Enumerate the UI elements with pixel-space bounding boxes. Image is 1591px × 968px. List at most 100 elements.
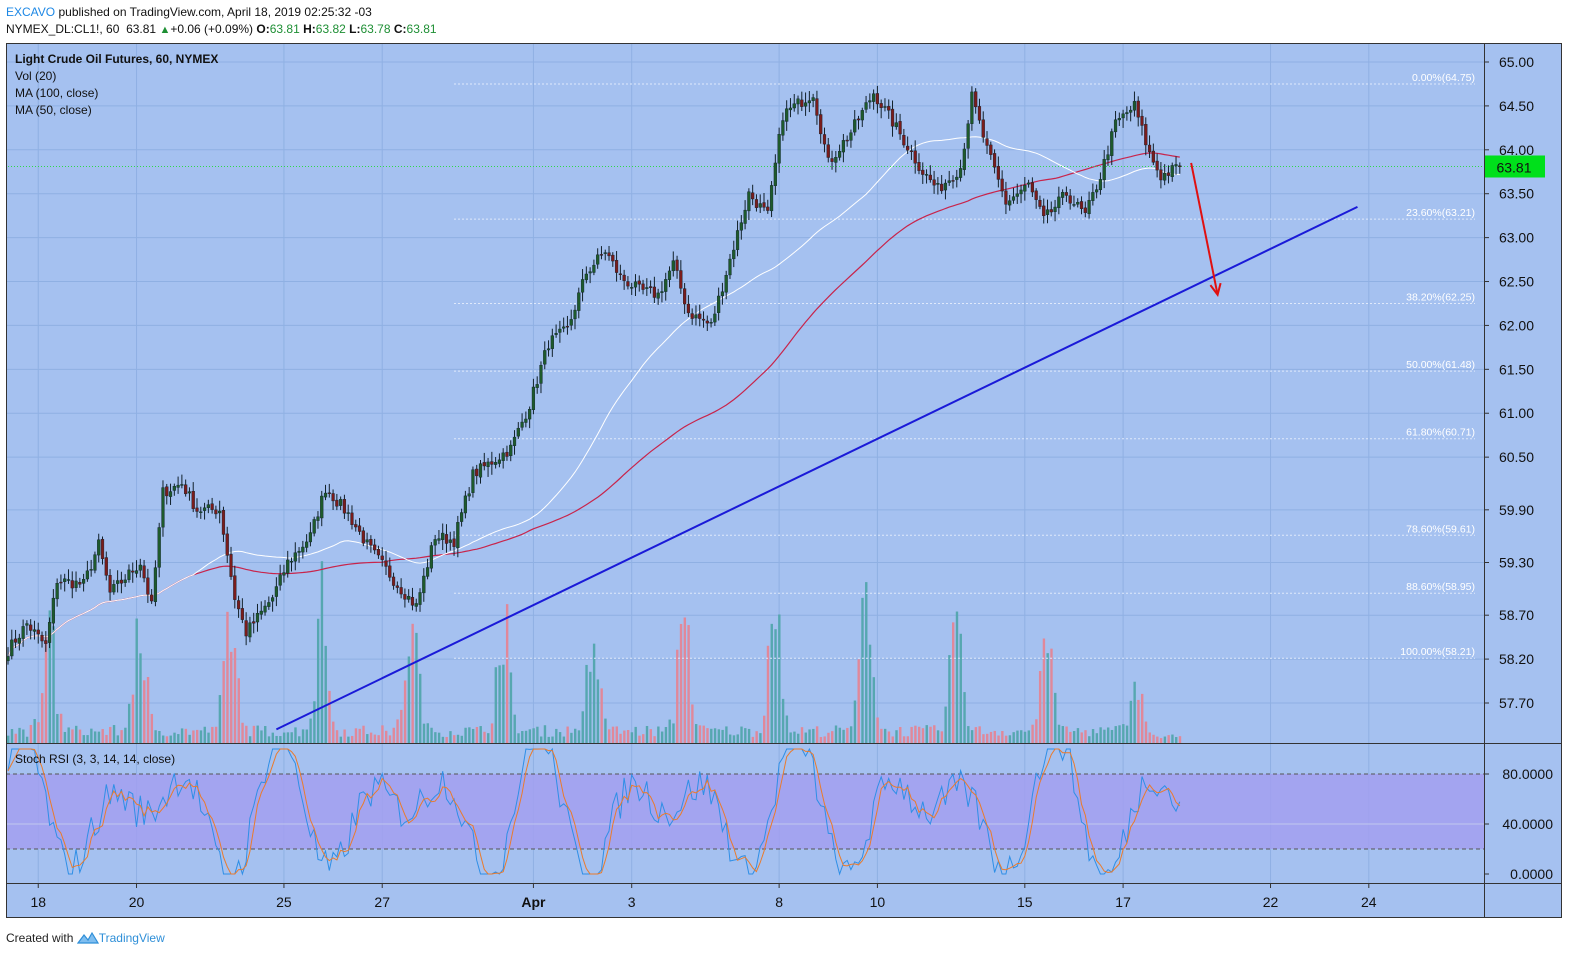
candle-body [660,291,664,293]
volume-bar [1144,721,1148,743]
candle-body [720,291,725,297]
volume-bar [1175,737,1178,743]
candle-body [1159,169,1163,181]
volume-bar [566,726,569,743]
symbol-info: NYMEX_DL:CL1!, 60 63.81 ▲+0.06 (+0.09%) … [6,22,437,36]
volume-bar [1054,692,1057,743]
candle-body [656,292,660,299]
volume-bar [562,736,566,743]
volume-bar [732,735,736,743]
volume-bar [649,729,652,743]
candle-body [1019,189,1023,195]
volume-bar [22,729,25,743]
candle-body [369,539,373,546]
candle-body [686,303,690,314]
candle-body [1117,118,1121,121]
candle-body [584,273,588,281]
candle-body [743,209,747,224]
volume-bar [464,727,467,743]
candle-body [131,570,135,573]
volume-bar [1163,736,1167,743]
volume-bar [1004,735,1008,743]
main-pane[interactable] [6,43,1484,743]
price-axis[interactable] [1484,43,1562,917]
volume-bar [426,723,429,743]
volume-bar [543,725,547,743]
tradingview-logo-icon [76,931,99,944]
change-up-icon: ▲ [159,24,171,36]
volume-bar [948,655,951,743]
volume-bar [728,734,732,743]
volume-bar [347,736,350,743]
volume-bar [600,688,603,743]
volume-bar [797,733,800,743]
candle-body [838,151,842,158]
publisher-link[interactable]: EXCAVO [6,5,56,19]
volume-bar [713,728,717,743]
candle-body [78,582,82,585]
candle-body [520,421,524,428]
volume-bar [725,726,728,743]
candle-body [558,328,562,333]
volume-bar [1046,653,1049,743]
candle-body [1034,190,1038,200]
publish-info: EXCAVO published on TradingView.com, Apr… [6,5,372,19]
volume-bar [592,643,596,743]
volume-bar [67,727,70,743]
volume-bar [267,736,271,743]
legend-ma100[interactable]: MA (100, close) [15,86,98,100]
volume-bar [173,732,176,743]
volume-bar [354,728,358,743]
candle-body [116,580,120,584]
candle-body [305,541,309,548]
time-axis[interactable] [6,883,1484,917]
candle-body [1095,189,1099,193]
candle-body [388,565,392,578]
candle-body [161,487,165,528]
time-tick-label: 15 [1017,894,1033,910]
drawings[interactable] [275,162,1358,731]
volume-bar [653,736,656,743]
legend-ma50[interactable]: MA (50, close) [15,103,92,117]
candle-body [940,183,944,192]
volume-bar [1114,726,1117,743]
price-tick-label: 60.50 [1499,449,1534,465]
volume-bar [407,656,411,743]
volume-bar [721,729,724,743]
volume-bar [558,732,562,743]
candle-body [1079,201,1084,209]
candle-body [569,319,573,326]
volume-bar [124,727,127,743]
volume-bar [196,729,199,743]
volume-bar [645,725,649,743]
candle-body [85,570,89,580]
candle-body [562,326,566,329]
candle-body [1015,193,1019,197]
candle-body [951,180,955,182]
volume-bar [698,725,702,743]
volume-bar [604,718,607,743]
candle-body [395,585,399,588]
candle-body [1125,112,1129,115]
volume-bar [56,713,59,743]
volume-bar [585,664,588,743]
price-tick-label: 62.00 [1499,317,1534,333]
candle-body [535,384,539,388]
price-tick-label: 64.50 [1499,98,1534,114]
volume-bar [819,736,823,743]
tradingview-link[interactable]: TradingView [98,931,165,945]
volume-bar [717,729,721,743]
volume-bar [218,695,222,743]
legend-volume[interactable]: Vol (20) [15,69,56,83]
candle-body [1174,164,1178,167]
legend-stoch-rsi[interactable]: Stoch RSI (3, 3, 14, 14, close) [15,752,175,766]
volume-bar [471,728,475,743]
candle-body [1163,172,1167,181]
candle-body [244,620,248,637]
legend-title[interactable]: Light Crude Oil Futures, 60, NYMEX [15,52,218,66]
volume-bar [1027,730,1030,743]
candle-body [373,544,377,551]
chart-border [6,43,1562,918]
candle-body [384,560,388,567]
